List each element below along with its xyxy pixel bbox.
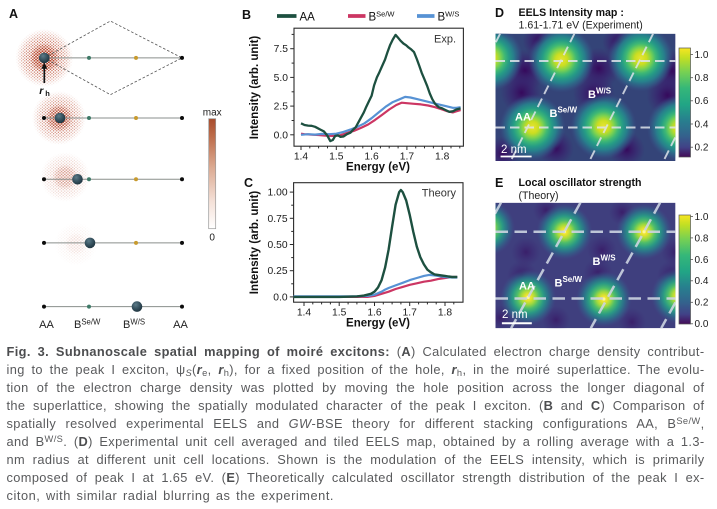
- svg-text:1.4: 1.4: [294, 152, 309, 163]
- svg-text:BW/S: BW/S: [438, 10, 460, 24]
- svg-text:2 nm: 2 nm: [502, 309, 528, 321]
- svg-text:1.6: 1.6: [364, 152, 379, 163]
- svg-text:Local oscillator strength: Local oscillator strength: [519, 177, 642, 189]
- svg-text:2.5: 2.5: [274, 102, 289, 113]
- svg-text:1.0: 1.0: [695, 50, 709, 61]
- svg-text:0.25: 0.25: [268, 266, 288, 277]
- svg-text:C: C: [244, 176, 253, 190]
- svg-text:1.5: 1.5: [329, 152, 344, 163]
- svg-text:Intensity (arb. unit): Intensity (arb. unit): [249, 191, 261, 295]
- svg-text:0.2: 0.2: [695, 143, 709, 154]
- svg-text:7.5: 7.5: [274, 44, 289, 55]
- svg-text:E: E: [495, 176, 503, 190]
- svg-text:0.8: 0.8: [695, 73, 709, 84]
- svg-text:0.6: 0.6: [695, 255, 709, 266]
- svg-text:1.8: 1.8: [435, 152, 450, 163]
- svg-text:Exp.: Exp.: [434, 34, 456, 46]
- svg-text:1.61-1.71 eV (Experiment): 1.61-1.71 eV (Experiment): [519, 20, 643, 32]
- svg-text:0.0: 0.0: [695, 319, 709, 330]
- svg-text:D: D: [495, 6, 504, 20]
- svg-text:0.75: 0.75: [268, 214, 288, 225]
- svg-text:h: h: [45, 89, 50, 98]
- svg-text:1.5: 1.5: [332, 308, 347, 319]
- svg-text:Intensity (arb. unit): Intensity (arb. unit): [249, 36, 261, 140]
- svg-text:1.00: 1.00: [268, 188, 288, 199]
- svg-text:1.6: 1.6: [367, 308, 382, 319]
- svg-text:AA: AA: [300, 12, 316, 24]
- svg-text:0.4: 0.4: [695, 119, 709, 130]
- svg-text:(Theory): (Theory): [519, 190, 559, 202]
- svg-text:Energy (eV): Energy (eV): [346, 162, 410, 174]
- svg-text:BW/S: BW/S: [123, 318, 145, 332]
- svg-text:AA: AA: [173, 319, 188, 331]
- svg-text:0: 0: [209, 233, 215, 244]
- svg-text:max: max: [203, 108, 222, 119]
- svg-text:BSe/W: BSe/W: [74, 318, 101, 332]
- svg-text:0.2: 0.2: [695, 298, 709, 309]
- svg-text:1.8: 1.8: [438, 308, 453, 319]
- svg-text:AA: AA: [39, 319, 54, 331]
- svg-text:1.0: 1.0: [695, 212, 709, 223]
- svg-text:Theory: Theory: [422, 188, 457, 200]
- svg-text:0.0: 0.0: [274, 130, 289, 141]
- svg-text:0.4: 0.4: [695, 276, 709, 287]
- svg-text:AA: AA: [519, 281, 535, 293]
- svg-text:1.7: 1.7: [403, 308, 418, 319]
- svg-text:EELS Intensity map :: EELS Intensity map :: [519, 7, 624, 19]
- svg-text:AA: AA: [515, 112, 531, 124]
- svg-text:0.6: 0.6: [695, 96, 709, 107]
- svg-text:BSe/W: BSe/W: [369, 10, 396, 24]
- svg-text:2 nm: 2 nm: [501, 144, 527, 156]
- svg-text:1.7: 1.7: [400, 152, 415, 163]
- svg-text:r: r: [39, 85, 44, 97]
- svg-text:B: B: [242, 8, 251, 22]
- svg-text:0.0: 0.0: [273, 292, 288, 303]
- svg-text:1.4: 1.4: [297, 308, 312, 319]
- svg-text:A: A: [9, 7, 18, 21]
- svg-text:5.0: 5.0: [274, 73, 289, 84]
- svg-text:Energy (eV): Energy (eV): [346, 318, 410, 330]
- svg-text:0.8: 0.8: [695, 233, 709, 244]
- svg-text:0.50: 0.50: [268, 240, 288, 251]
